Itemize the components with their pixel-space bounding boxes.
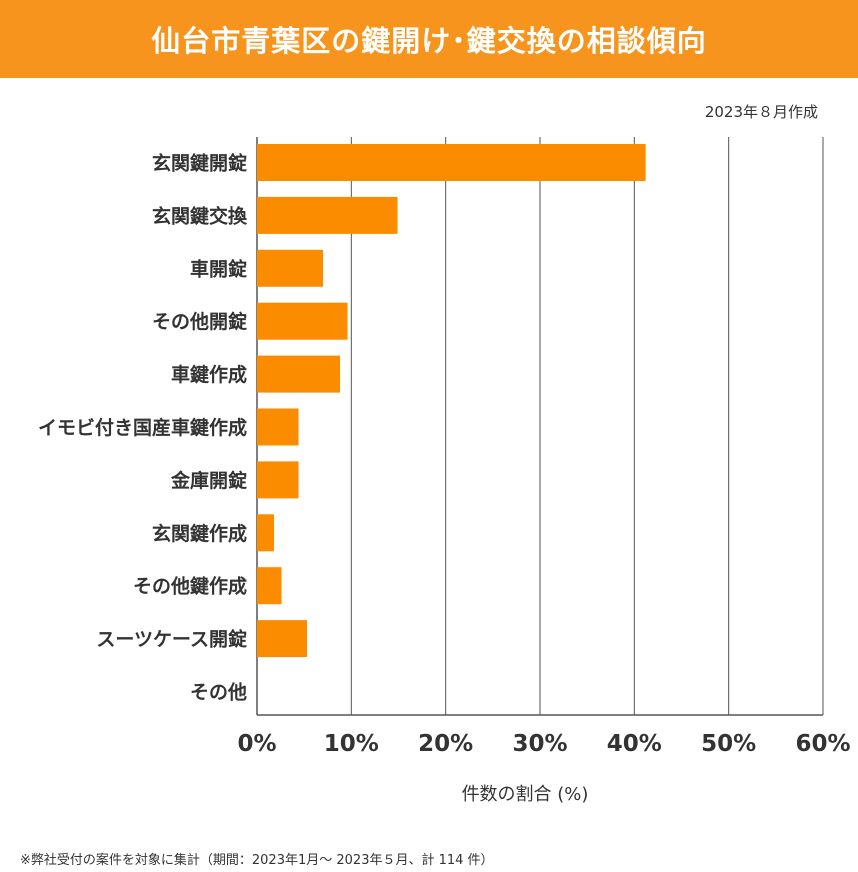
category-label: 車開錠 [190, 257, 247, 280]
title-banner: 仙台市青葉区の鍵開け･鍵交換の相談傾向 [0, 0, 858, 78]
category-label: その他鍵作成 [133, 575, 247, 598]
x-tick-label: 40% [607, 731, 662, 757]
category-label: 玄関鍵開錠 [152, 152, 247, 175]
category-label: その他 [190, 681, 247, 704]
x-tick-label: 60% [795, 731, 850, 757]
date-note: 2023年８月作成 [704, 103, 818, 121]
category-label: 金庫開錠 [170, 469, 247, 492]
x-tick-label: 30% [512, 731, 567, 757]
x-axis-label: 件数の割合 (%) [461, 784, 589, 805]
category-label: イモビ付き国産車鍵作成 [38, 416, 247, 439]
bar [257, 196, 398, 234]
bar [257, 408, 299, 446]
bar [257, 249, 324, 287]
bar [257, 302, 348, 340]
x-tick-label: 50% [701, 731, 756, 757]
bar [257, 620, 307, 658]
category-label: 玄関鍵作成 [152, 522, 247, 545]
category-label: スーツケース開錠 [96, 628, 247, 651]
bar [257, 461, 299, 499]
x-tick-label: 10% [324, 731, 379, 757]
category-label: 車鍵作成 [171, 363, 247, 386]
bar [257, 355, 341, 393]
bar [257, 567, 282, 605]
category-label: 玄関鍵交換 [152, 204, 248, 227]
footnote: ※弊社受付の案件を対象に集計（期間：2023年1月～ 2023年５月、計 114… [20, 853, 494, 868]
bar [257, 514, 274, 552]
category-label: その他開錠 [152, 310, 247, 333]
x-tick-label: 20% [418, 731, 473, 757]
bar [257, 144, 646, 181]
x-tick-label: 0% [237, 731, 276, 757]
chart-title: 仙台市青葉区の鍵開け･鍵交換の相談傾向 [151, 24, 707, 58]
